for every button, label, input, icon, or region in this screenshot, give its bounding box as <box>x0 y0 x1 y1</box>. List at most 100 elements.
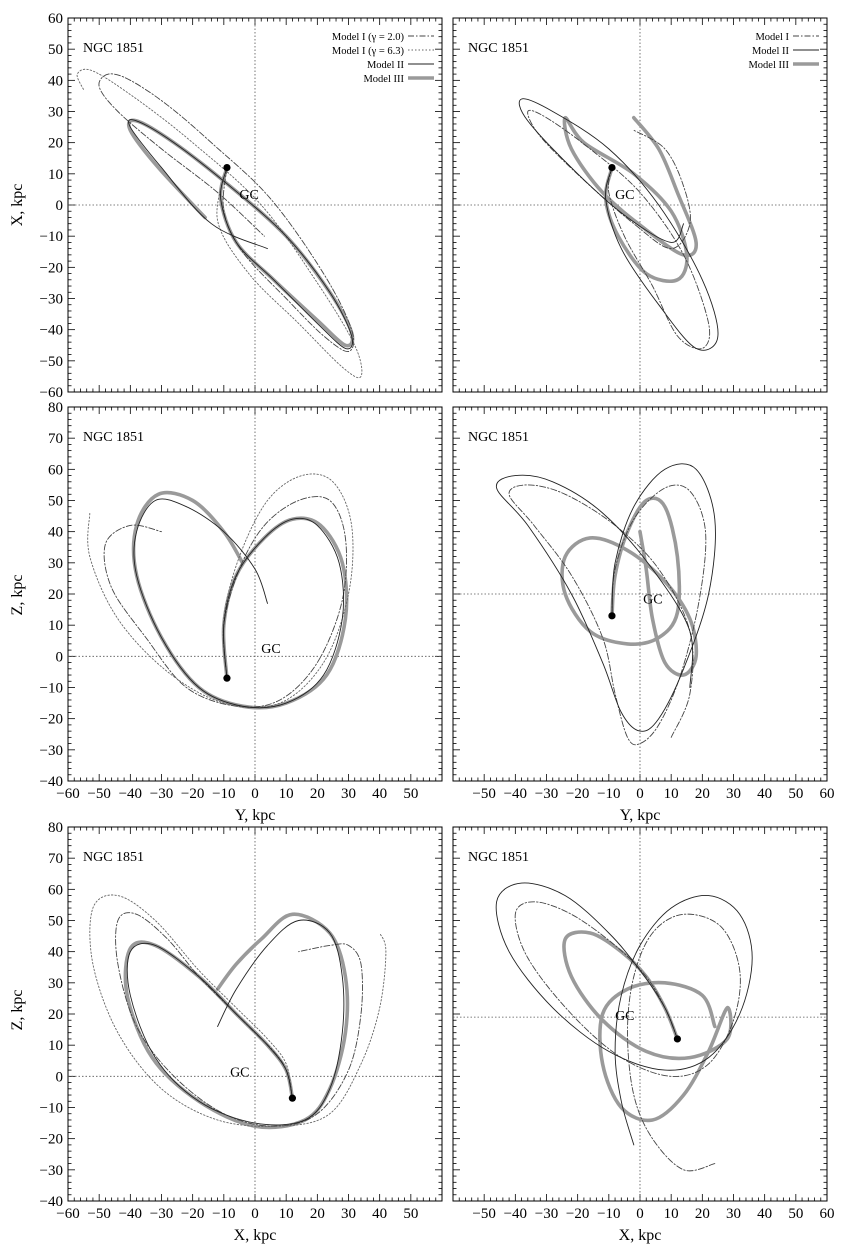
x-tick-label: −40 <box>119 786 142 802</box>
orbits <box>495 882 753 1172</box>
y-tick-label: 80 <box>48 400 63 416</box>
x-tick-label: −50 <box>87 1206 110 1222</box>
orbits <box>76 68 363 379</box>
x-tick-label: 60 <box>820 786 835 802</box>
ticks <box>67 826 443 1202</box>
x-tick-label: 10 <box>279 1206 294 1222</box>
y-tick-label: 0 <box>56 198 64 214</box>
panel-4: −50 −40 −30 −20 −10 0 10 20 30 40 50 60 GC NGC 1851 <box>452 406 835 802</box>
y-tick-label: 20 <box>48 587 63 603</box>
x-tick-label: 0 <box>636 1206 644 1222</box>
y-tick-label: 10 <box>48 167 63 183</box>
orbit-model-i-6-3 <box>87 473 354 709</box>
y-tick-label: −20 <box>40 1132 63 1148</box>
y-tick-label: −40 <box>40 774 63 790</box>
x-tick-label: 20 <box>310 1206 325 1222</box>
axis-title-z-left-middle: Z, kpc <box>9 575 26 616</box>
y-tick-label: 10 <box>48 1038 63 1054</box>
y-tick-label: 30 <box>48 105 63 121</box>
x-tick-label: −50 <box>87 786 110 802</box>
x-tick-label: 20 <box>695 786 710 802</box>
panel-title: NGC 1851 <box>83 41 144 56</box>
y-tick-label: 50 <box>48 914 63 930</box>
axis-title-y-bottom-right: Y, kpc <box>620 807 661 824</box>
orbit-model-i-6-3 <box>76 68 363 379</box>
orbit-model-iii <box>562 930 733 1123</box>
x-tick-label: −60 <box>56 1206 79 1222</box>
y-tick-label: −30 <box>40 743 63 759</box>
x-tick-label: −50 <box>472 786 495 802</box>
axis-title-x-bottom-left: X, kpc <box>234 1227 277 1244</box>
galactic-center-label: GC <box>643 592 662 607</box>
x-tick-label: 60 <box>820 1206 835 1222</box>
y-tick-label: −30 <box>40 292 63 308</box>
galactic-center-label: GC <box>261 642 280 657</box>
x-tick-label: −10 <box>597 1206 620 1222</box>
panels-layer: −60 −50 −40 −30 −20 −10 0 10 20 30 40 50 60 GC NGC 185… <box>40 11 835 1222</box>
cluster-position-point <box>223 674 231 682</box>
y-tick-label: 60 <box>48 11 63 27</box>
y-tick-label: 70 <box>48 431 63 447</box>
x-tick-label: 40 <box>372 786 387 802</box>
x-tick-label: −10 <box>212 786 235 802</box>
orbits <box>87 473 354 710</box>
x-tick-label: −20 <box>181 786 204 802</box>
legend-label: Model I <box>755 32 789 43</box>
panel-5: −40 −30 −20 −10 0 10 20 30 40 50 60 70 80 −60 −50 −40 −3… <box>40 820 443 1222</box>
orbit-model-ii <box>126 919 345 1126</box>
orbits <box>518 98 719 351</box>
legend-label: Model III <box>363 74 404 85</box>
x-tick-label: 10 <box>279 786 294 802</box>
orbit-model-ii <box>495 882 753 1146</box>
x-tick-label: 40 <box>757 786 772 802</box>
x-tick-label: 30 <box>726 1206 741 1222</box>
y-tick-label: −10 <box>40 229 63 245</box>
orbit-model-iii <box>562 115 698 283</box>
x-tick-label: −10 <box>212 1206 235 1222</box>
y-tick-label: 0 <box>56 649 64 665</box>
y-tick-label: −60 <box>40 385 63 401</box>
y-tick-label: 30 <box>48 976 63 992</box>
y-tick-label: −20 <box>40 260 63 276</box>
y-tick-label: −50 <box>40 354 63 370</box>
orbit-model-i <box>527 109 711 350</box>
panel-title: NGC 1851 <box>468 850 529 865</box>
ticks <box>452 17 828 393</box>
axis-title-x-bottom-right: X, kpc <box>619 1227 662 1244</box>
x-tick-label: 30 <box>726 786 741 802</box>
galactic-center-label: GC <box>615 1009 634 1024</box>
panel-title: NGC 1851 <box>468 41 529 56</box>
y-tick-label: 30 <box>48 556 63 572</box>
legend-right: Model I Model II Model III <box>748 32 819 71</box>
y-tick-label: −40 <box>40 323 63 339</box>
x-tick-label: 40 <box>757 1206 772 1222</box>
panel-2: GC NGC 1851 <box>452 17 828 393</box>
x-tick-label: −30 <box>535 786 558 802</box>
panel-6: −50 −40 −30 −20 −10 0 10 20 30 40 50 60 GC NGC 1851 <box>452 826 835 1222</box>
panel-3: −40 −30 −20 −10 0 10 20 30 40 50 60 70 80 −60 −50 −40 −3… <box>40 400 443 802</box>
orbit-model-ii <box>133 498 344 709</box>
orbit-model-ii <box>518 98 719 351</box>
orbit-model-i <box>514 901 741 1172</box>
orbit-model-ii <box>128 119 353 350</box>
y-tick-label: −10 <box>40 681 63 697</box>
y-tick-label: 40 <box>48 525 63 541</box>
orbits <box>495 463 716 746</box>
cluster-position-point <box>608 612 616 620</box>
axis-title-y-bottom-left: Y, kpc <box>235 807 276 824</box>
panel-title: NGC 1851 <box>468 430 529 445</box>
galactic-center-label: GC <box>615 188 634 203</box>
ticks <box>67 17 443 393</box>
panel-title: NGC 1851 <box>83 430 144 445</box>
x-tick-label: −20 <box>566 786 589 802</box>
y-tick-label: 50 <box>48 42 63 58</box>
y-tick-label: −40 <box>40 1194 63 1210</box>
x-tick-label: −30 <box>150 1206 173 1222</box>
y-tick-label: −20 <box>40 712 63 728</box>
cluster-position-point <box>608 164 616 172</box>
y-tick-label: 60 <box>48 882 63 898</box>
x-tick-label: 30 <box>341 1206 356 1222</box>
x-tick-label: 20 <box>310 786 325 802</box>
axis-title-z-left-bottom: Z, kpc <box>9 990 26 1031</box>
